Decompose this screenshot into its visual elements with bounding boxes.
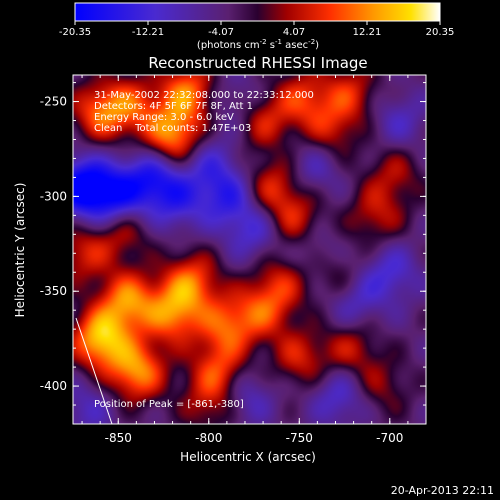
- colorbar-units-part: s: [267, 40, 275, 51]
- annotation-energy-range: Energy Range: 3.0 - 6.0 keV: [94, 112, 234, 123]
- y-tick-label: -250: [40, 95, 67, 109]
- plot-frame: [72, 74, 427, 425]
- colorbar-tick-label: -4.07: [208, 27, 234, 38]
- annotation-total-counts: Clean Total counts: 1.47E+03: [94, 123, 251, 134]
- heatmap-canvas: [73, 75, 426, 424]
- chart-title: Reconstructed RHESSI Image: [148, 54, 367, 72]
- annotation-time-range: 31-May-2002 22:32:08.000 to 22:33:12.000: [94, 90, 314, 101]
- x-tick-label: -750: [286, 431, 313, 445]
- colorbar-units-part: -2: [308, 38, 315, 46]
- heatmap-area: [73, 75, 426, 424]
- colorbar-tick-label: 4.07: [283, 27, 305, 38]
- colorbar-tick-label: 20.35: [426, 27, 455, 38]
- annotations: 31-May-2002 22:32:08.000 to 22:33:12.000…: [94, 90, 314, 134]
- x-tick-label: -700: [376, 431, 403, 445]
- colorbar-tick-label: 12.21: [353, 27, 382, 38]
- annotation-detectors: Detectors: 4F 5F 6F 7F 8F, Att 1: [94, 101, 253, 112]
- colorbar-units-part: ): [315, 40, 319, 51]
- colorbar-tick-label: -20.35: [59, 27, 91, 38]
- colorbar: -20.35 -12.21 -4.07 4.07 12.21 20.35 (photons…: [59, 2, 454, 51]
- colorbar-gradient: [74, 2, 441, 22]
- footer-timestamp: 20-Apr-2013 22:11: [391, 484, 494, 497]
- y-tick-label: -300: [40, 189, 67, 203]
- colorbar-units-part: asec: [282, 40, 308, 51]
- y-axis-label: Heliocentric Y (arcsec): [13, 183, 27, 318]
- y-tick-label: -350: [40, 284, 67, 298]
- x-axis-label: Heliocentric X (arcsec): [180, 450, 316, 464]
- colorbar-ticks: -20.35 -12.21 -4.07 4.07 12.21 20.35: [59, 21, 454, 38]
- colorbar-units-part: -1: [275, 38, 282, 46]
- x-tick-label: -800: [195, 431, 222, 445]
- y-tick-label: -400: [40, 379, 67, 393]
- colorbar-tick-label: -12.21: [132, 27, 164, 38]
- colorbar-units-part: -2: [260, 38, 267, 46]
- peak-position-label: Position of Peak = [-861,-380]: [94, 399, 244, 410]
- colorbar-units: (photons cm-2 s-1 asec-2): [197, 38, 319, 51]
- axes: -850 -800 -750 -700 -250 -300 -350 -400: [40, 75, 427, 445]
- x-tick-label: -850: [105, 431, 132, 445]
- colorbar-units-part: (photons cm: [197, 40, 260, 51]
- limb-line: [75, 317, 113, 424]
